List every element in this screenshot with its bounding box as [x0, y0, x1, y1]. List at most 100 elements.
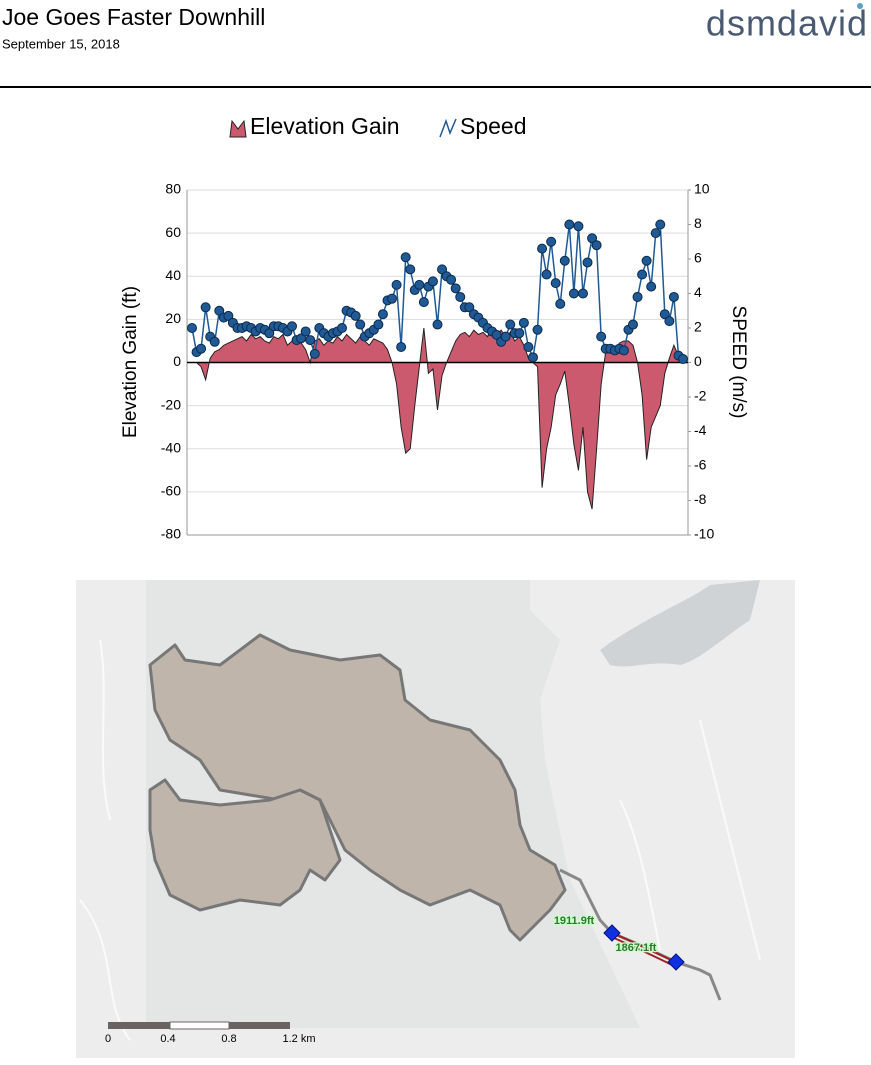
point [223, 310, 234, 321]
map-marker [667, 953, 685, 971]
point [527, 352, 538, 363]
legend-icon-line [439, 118, 457, 138]
point [532, 324, 543, 335]
point [337, 323, 348, 333]
legend-icon-area [229, 119, 247, 138]
point [405, 264, 416, 275]
point [377, 309, 388, 320]
point [637, 269, 648, 280]
legend: Elevation Gain Speed [229, 113, 527, 139]
y2-tick-label: -6 [694, 457, 707, 473]
y2-axis-title: SPEED (m/s) [728, 306, 749, 419]
point [587, 233, 598, 244]
scale-label: 0.8 [221, 1033, 236, 1045]
point [618, 345, 629, 356]
scale-label: 1.2 km [282, 1033, 315, 1045]
point [464, 302, 475, 313]
point [591, 240, 602, 251]
point [200, 302, 211, 313]
point [582, 257, 593, 268]
point [568, 288, 579, 299]
point [373, 319, 384, 330]
point [573, 221, 584, 232]
point [300, 326, 311, 337]
y2-tick-label: 8 [694, 215, 702, 231]
y2-tick-label: -8 [694, 491, 707, 507]
point [678, 354, 688, 365]
point [309, 348, 320, 359]
point [500, 331, 511, 342]
point [287, 321, 298, 332]
map: 1911.9ft 1867.1ft 0 0.4 0.8 1.2 km [76, 580, 795, 1058]
point [518, 317, 529, 328]
point [209, 336, 220, 347]
y2-tick-label: 10 [694, 181, 710, 197]
map-water [600, 580, 760, 667]
scale-bar [229, 1022, 290, 1029]
point [627, 319, 638, 330]
y-tick-label: -40 [161, 439, 181, 455]
y-tick-label: 80 [165, 181, 181, 197]
point [655, 219, 666, 230]
y2-tick-label: -4 [694, 422, 707, 438]
y2-tick-label: 0 [694, 353, 702, 369]
point [632, 291, 643, 302]
point [505, 319, 516, 330]
y-tick-label: 60 [165, 224, 181, 240]
point [187, 323, 197, 333]
point [455, 291, 466, 302]
logo: dsmdavid [706, 3, 868, 44]
point [264, 328, 275, 339]
point [537, 243, 548, 254]
point [514, 328, 525, 339]
logo-dot [857, 3, 863, 9]
point [650, 228, 661, 239]
y2-tick-label: -2 [694, 388, 707, 404]
point [418, 297, 429, 308]
point [550, 278, 561, 289]
scale-bar [169, 1021, 230, 1030]
point [446, 274, 457, 285]
scale-bar [108, 1022, 170, 1029]
y2-tick-label: 2 [694, 319, 702, 335]
point [432, 319, 443, 330]
point [305, 335, 316, 346]
map-label: 1867.1ft [616, 942, 657, 954]
y-tick-label: 40 [165, 267, 181, 283]
y-tick-label: 20 [165, 310, 181, 326]
y-tick-label: -80 [161, 526, 181, 542]
point [559, 255, 570, 266]
y-tick-label: 0 [173, 353, 181, 369]
y2-tick-label: 4 [694, 284, 702, 300]
page-date: September 15, 2018 [2, 36, 120, 51]
point [577, 288, 588, 299]
point [437, 264, 448, 275]
point [555, 298, 566, 309]
point [546, 236, 557, 247]
point [214, 305, 225, 316]
point [523, 341, 534, 352]
point [396, 341, 407, 352]
point [350, 310, 361, 321]
point [400, 252, 411, 263]
map-marker [603, 924, 621, 942]
y2-tick-label: 6 [694, 250, 702, 266]
legend-label: Elevation Gain [250, 113, 400, 139]
line [191, 221, 684, 360]
point [450, 283, 461, 294]
y2-tick-label: -10 [694, 526, 714, 542]
point [668, 291, 679, 302]
point [196, 343, 207, 354]
point [414, 279, 425, 290]
point [427, 276, 438, 287]
point [596, 331, 607, 342]
map-roads [79, 639, 761, 1041]
map-area [148, 778, 342, 912]
y-axis-title: Elevation Gain (ft) [120, 286, 141, 438]
area [192, 327, 684, 510]
point [646, 281, 657, 292]
scale-label: 0 [105, 1033, 111, 1045]
map-label: 1911.9ft [554, 915, 595, 927]
